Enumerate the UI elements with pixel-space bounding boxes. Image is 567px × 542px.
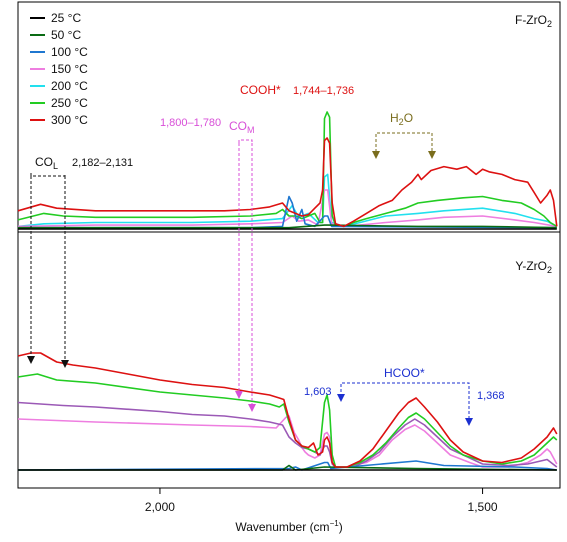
series-line-bottom-1	[17, 401, 558, 468]
bottom-panel-series	[17, 352, 558, 471]
series-line-top-3	[18, 195, 557, 229]
legend-label-4: 200 °C	[51, 79, 88, 93]
legend-label-0: 25 °C	[51, 11, 81, 25]
legend-label-5: 250 °C	[51, 96, 88, 110]
com-annotation: COM	[229, 119, 255, 135]
com-bracket	[238, 139, 253, 143]
h2o-bracket	[375, 132, 433, 152]
series-line-top-1	[17, 189, 557, 228]
x-axis-label: Wavenumber (cm−1)	[235, 519, 342, 534]
col-annotation: COL	[35, 155, 58, 171]
legend-label-2: 100 °C	[51, 45, 88, 59]
legend-label-3: 150 °C	[51, 62, 88, 76]
series-line-top-0	[17, 173, 558, 228]
series-line-bottom-3	[17, 460, 557, 471]
hcoo-annotation: HCOO*	[384, 366, 425, 380]
col-range-label: 2,182–2,131	[72, 157, 133, 169]
col-bracket	[30, 173, 66, 177]
hcoo-peak-1368: 1,368	[477, 390, 505, 402]
plot-frame	[17, 1, 561, 489]
series-line-top-2	[17, 111, 558, 228]
series-line-bottom-2	[17, 373, 558, 468]
series-line-bottom-6	[17, 352, 558, 468]
cooh-annotation: COOH*	[240, 83, 281, 97]
h2o-annotation: H2O	[390, 111, 413, 127]
top-panel-series	[17, 111, 558, 230]
legend: 25 °C 50 °C 100 °C 150 °C 200 °C 250 °C 300 °C	[30, 11, 88, 127]
com-range-label: 1,800–1,780	[160, 117, 221, 129]
legend-label-1: 50 °C	[51, 28, 81, 42]
legend-label-6: 300 °C	[51, 113, 88, 127]
x-tick-label-0: 2,000	[145, 500, 175, 514]
hcoo-bracket	[340, 382, 470, 420]
x-axis-ticks: 2,000 1,500	[145, 488, 498, 514]
series-line-top-4	[18, 224, 557, 229]
panel-label-y-zro2: Y-ZrO2	[515, 259, 552, 275]
panel-label-f-zro2: F-ZrO2	[515, 13, 552, 29]
hcoo-peak-1603: 1,603	[304, 386, 332, 398]
cooh-range-label: 1,744–1,736	[293, 85, 354, 97]
series-line-top-6	[17, 137, 558, 228]
x-tick-label-1: 1,500	[468, 500, 498, 514]
